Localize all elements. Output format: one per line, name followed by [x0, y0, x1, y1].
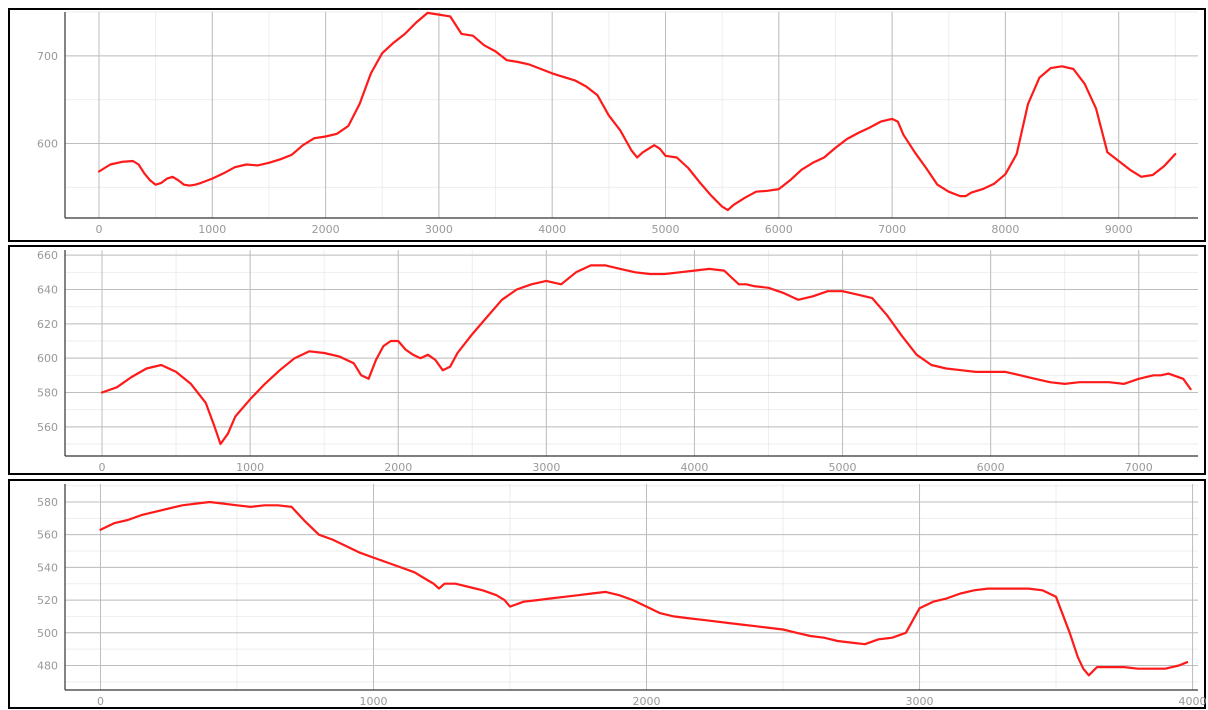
- y-tick-label: 640: [37, 283, 58, 296]
- y-tick-label: 500: [37, 627, 58, 640]
- chart-frame: [8, 245, 1206, 475]
- y-tick-label: 480: [37, 659, 58, 672]
- y-tick-label: 580: [37, 386, 58, 399]
- x-tick-label: 7000: [1125, 461, 1153, 474]
- x-tick-label: 7000: [878, 223, 906, 236]
- x-tick-label: 2000: [384, 461, 412, 474]
- chart-frame: [8, 8, 1206, 242]
- x-tick-label: 1000: [198, 223, 226, 236]
- x-tick-label: 0: [95, 223, 102, 236]
- y-tick-label: 580: [37, 496, 58, 509]
- x-tick-label: 0: [99, 461, 106, 474]
- chart-panel-1: 0 1000 2000 3000 4000 5000 6000 7000 8000 9000 600…: [0, 0, 1208, 244]
- x-tick-label: 4000: [680, 461, 708, 474]
- y-tick-label: 700: [37, 50, 58, 63]
- x-tick-label: 5000: [829, 461, 857, 474]
- x-tick-label: 6000: [765, 223, 793, 236]
- x-tick-label: 9000: [1105, 223, 1133, 236]
- y-tick-label: 540: [37, 561, 58, 574]
- x-tick-label: 2000: [633, 695, 661, 708]
- x-tick-label: 1000: [236, 461, 264, 474]
- x-tick-label: 2000: [312, 223, 340, 236]
- chart-panel-2: 0 1000 2000 3000 4000 5000 6000 7000 560 580 600 62…: [0, 244, 1208, 478]
- x-tick-label: 3000: [906, 695, 934, 708]
- y-tick-label: 520: [37, 594, 58, 607]
- chart-panel-3: 0 1000 2000 3000 4000 480 500 520 540 560 580: [0, 478, 1208, 710]
- series-line: [100, 264, 1192, 446]
- x-tick-label: 5000: [651, 223, 679, 236]
- x-tick-label: 0: [97, 695, 104, 708]
- chart-1-svg: 0 1000 2000 3000 4000 5000 6000 7000 8000 9000 600…: [8, 8, 1206, 242]
- x-tick-label: 3000: [532, 461, 560, 474]
- x-tick-label: 6000: [977, 461, 1005, 474]
- x-tick-label: 3000: [425, 223, 453, 236]
- series-line: [97, 11, 1177, 212]
- series-line: [99, 500, 1189, 677]
- x-tick-label: 4000: [538, 223, 566, 236]
- y-tick-label: 600: [37, 137, 58, 150]
- x-tick-label: 4000: [1179, 695, 1207, 708]
- chart-3-svg: 0 1000 2000 3000 4000 480 500 520 540 560 580: [8, 479, 1207, 709]
- y-tick-label: 560: [37, 529, 58, 542]
- x-tick-label: 1000: [360, 695, 388, 708]
- x-tick-label: 8000: [991, 223, 1019, 236]
- y-tick-label: 600: [37, 352, 58, 365]
- chart-2-svg: 0 1000 2000 3000 4000 5000 6000 7000 560 580 600 62…: [8, 245, 1206, 475]
- y-tick-label: 660: [37, 249, 58, 262]
- y-tick-label: 620: [37, 318, 58, 331]
- chart-frame: [8, 479, 1206, 709]
- y-tick-label: 560: [37, 421, 58, 434]
